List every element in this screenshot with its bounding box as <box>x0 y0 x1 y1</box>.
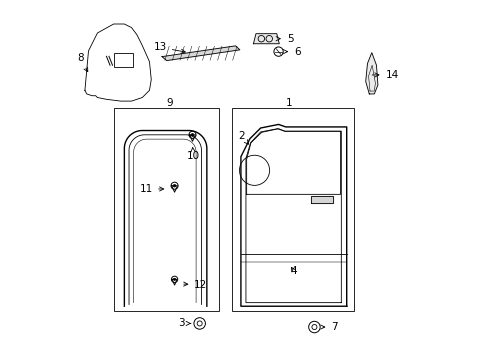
Text: 9: 9 <box>165 98 172 108</box>
Circle shape <box>173 184 176 187</box>
Circle shape <box>173 278 175 280</box>
Circle shape <box>191 134 193 136</box>
Text: 14: 14 <box>371 70 398 80</box>
Text: 5: 5 <box>276 34 293 44</box>
Text: 3: 3 <box>178 319 190 328</box>
Text: 10: 10 <box>186 148 200 161</box>
Bar <box>113 53 133 67</box>
Polygon shape <box>253 34 279 44</box>
Bar <box>113 108 219 311</box>
Text: 2: 2 <box>238 131 248 144</box>
Text: 1: 1 <box>285 98 292 108</box>
Text: 4: 4 <box>290 266 297 276</box>
Text: 11: 11 <box>140 184 163 194</box>
Polygon shape <box>310 197 333 203</box>
Polygon shape <box>162 46 239 60</box>
Text: 12: 12 <box>183 280 207 290</box>
Polygon shape <box>365 53 377 94</box>
Text: 6: 6 <box>283 46 300 57</box>
Text: 8: 8 <box>77 53 88 72</box>
Text: 7: 7 <box>320 322 337 332</box>
Text: 13: 13 <box>153 42 185 53</box>
Bar <box>231 108 353 311</box>
